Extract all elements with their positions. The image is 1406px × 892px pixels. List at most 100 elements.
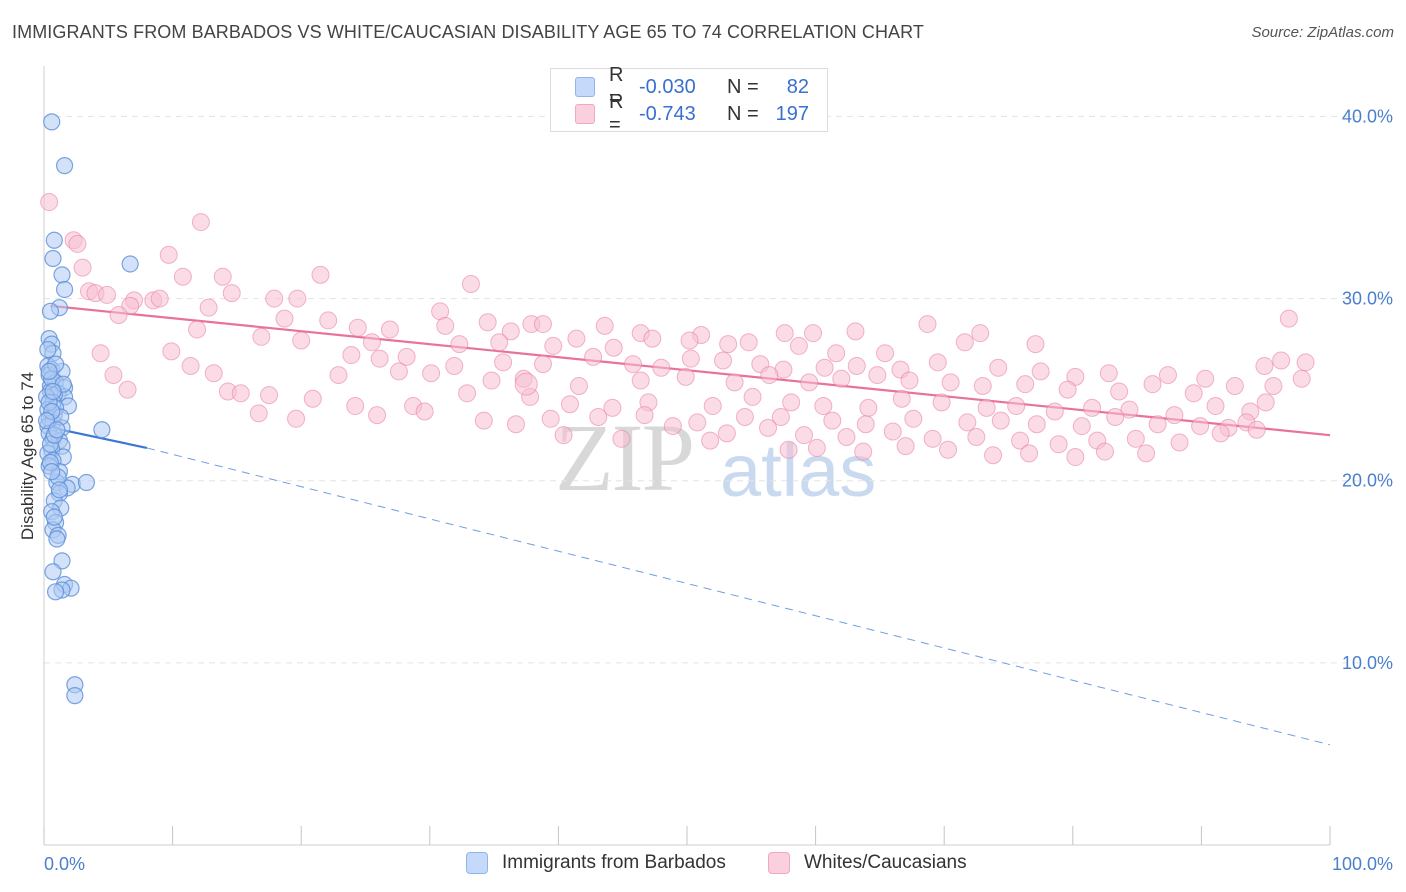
point-whites — [904, 409, 923, 428]
point-whites — [623, 355, 642, 374]
point-whites — [703, 397, 722, 416]
point-whites — [118, 380, 137, 399]
point-whites — [501, 322, 520, 341]
point-whites — [663, 417, 682, 436]
point-whites — [222, 284, 241, 303]
point-barbados — [45, 508, 63, 526]
point-whites — [584, 347, 603, 366]
point-whites — [461, 275, 480, 293]
series-whites-points — [40, 193, 1315, 467]
point-whites — [991, 411, 1010, 430]
point-barbados — [44, 382, 62, 401]
point-whites — [846, 322, 865, 341]
point-whites — [252, 327, 271, 346]
legend-r-label: R = — [609, 91, 624, 136]
point-barbados — [46, 583, 65, 601]
point-whites — [795, 426, 814, 445]
point-whites — [506, 415, 525, 434]
point-whites — [342, 346, 361, 365]
point-barbados — [48, 421, 66, 439]
point-whites — [1165, 406, 1184, 425]
point-whites — [1225, 377, 1244, 395]
point-whites — [1099, 364, 1118, 383]
point-whites — [231, 384, 250, 403]
point-whites — [533, 355, 552, 374]
point-whites — [544, 336, 563, 355]
point-whites — [370, 349, 389, 368]
point-whites — [900, 371, 919, 390]
point-whites — [265, 289, 284, 308]
point-whites — [876, 344, 895, 363]
point-whites — [941, 373, 960, 392]
point-whites — [159, 245, 178, 264]
point-whites — [109, 305, 128, 324]
point-whites — [1072, 417, 1091, 436]
point-whites — [1206, 397, 1225, 416]
point-whites — [856, 415, 875, 434]
point-barbados — [44, 563, 62, 581]
point-whites — [603, 398, 622, 417]
point-whites — [1158, 366, 1177, 385]
legend-swatch-whites — [768, 852, 790, 874]
point-barbados — [48, 530, 66, 548]
point-whites — [815, 358, 834, 377]
point-whites — [1247, 420, 1266, 439]
point-whites — [199, 298, 218, 317]
point-whites — [1026, 335, 1045, 354]
point-whites — [104, 366, 123, 385]
point-whites — [735, 407, 754, 426]
point-whites — [91, 344, 110, 363]
point-whites — [1148, 415, 1167, 434]
point-whites — [204, 364, 223, 383]
point-whites — [490, 333, 509, 352]
point-whites — [541, 409, 560, 428]
point-whites — [739, 333, 758, 352]
point-whites — [73, 258, 92, 277]
point-whites — [859, 398, 878, 417]
point-whites — [604, 338, 623, 357]
point-barbados — [39, 340, 57, 359]
point-whites — [288, 289, 307, 308]
point-whites — [1126, 429, 1145, 448]
point-barbados — [50, 481, 69, 499]
point-whites — [319, 311, 338, 330]
point-whites — [854, 442, 873, 461]
point-whites — [680, 331, 699, 350]
point-whites — [494, 353, 513, 372]
point-whites — [311, 265, 330, 284]
point-whites — [612, 429, 631, 448]
point-whites — [1049, 435, 1068, 454]
point-barbados — [55, 157, 74, 175]
point-whites — [1020, 444, 1039, 463]
legend-row-barbados: R = -0.030 N = 82 — [575, 64, 809, 109]
point-whites — [782, 393, 801, 412]
tick-labels: 10.0% 20.0% 30.0% 40.0% 0.0% 100.0% Disability… — [18, 106, 1393, 874]
point-whites — [631, 371, 650, 390]
point-whites — [775, 324, 794, 343]
point-whites — [714, 351, 733, 370]
point-whites — [150, 289, 169, 308]
point-whites — [98, 285, 117, 304]
point-whites — [1106, 407, 1125, 426]
series-barbados-points — [37, 113, 139, 705]
legend-r-value: -0.743 — [639, 102, 696, 125]
legend-row-whites: R = -0.743 N = 197 — [575, 91, 809, 136]
point-whites — [1058, 380, 1077, 399]
point-whites — [923, 429, 942, 448]
point-whites — [779, 440, 798, 459]
point-whites — [445, 356, 464, 375]
point-barbados — [66, 687, 84, 705]
point-whites — [725, 373, 744, 392]
point-whites — [346, 397, 365, 416]
trend-line-barbados-extrapolated — [146, 447, 1331, 746]
point-whites — [676, 367, 695, 386]
point-whites — [1196, 369, 1215, 388]
point-whites — [40, 193, 59, 212]
point-whites — [1007, 397, 1026, 416]
point-whites — [292, 331, 311, 350]
point-barbados — [41, 302, 60, 320]
point-whites — [213, 267, 232, 286]
legend-label-barbados: Immigrants from Barbados — [502, 852, 726, 873]
point-whites — [1031, 362, 1050, 381]
